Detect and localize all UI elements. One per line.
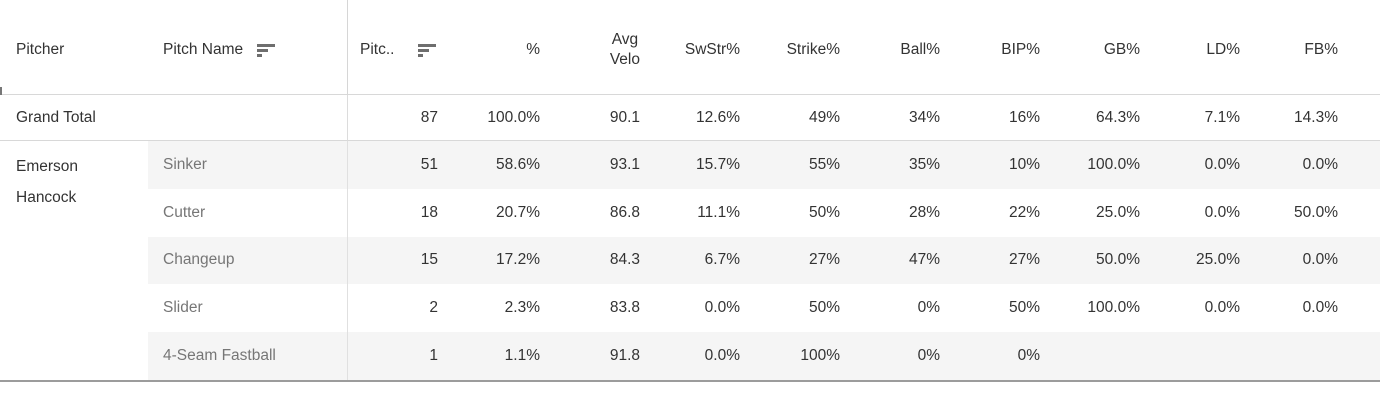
grand-total-ld[interactable]: 7.1% bbox=[1145, 95, 1245, 141]
header-label-strike: Strike% bbox=[786, 41, 840, 58]
grand-total-bip[interactable]: 16% bbox=[945, 95, 1045, 141]
cell-fb[interactable]: 50.0% bbox=[1294, 203, 1338, 221]
cell-pitches[interactable]: 1 bbox=[348, 332, 445, 380]
cell-avg-velo[interactable]: 91.8 bbox=[545, 332, 645, 380]
cell-gb[interactable]: 25.0% bbox=[1096, 203, 1140, 221]
header-cell-strike[interactable]: Strike% bbox=[745, 0, 845, 95]
cell-strike[interactable]: 50% bbox=[808, 299, 840, 317]
header-label-pitches: Pitc.. bbox=[360, 41, 395, 58]
row-header-pitch[interactable]: Changeup bbox=[148, 236, 348, 285]
cell-pitches[interactable]: 15 bbox=[348, 236, 445, 285]
cell-fb[interactable]: 0.0% bbox=[1302, 299, 1338, 317]
grand-total-strike[interactable]: 49% bbox=[745, 95, 845, 141]
cell-ld[interactable]: 0.0% bbox=[1204, 203, 1240, 221]
cell-bip[interactable]: 10% bbox=[945, 141, 1045, 189]
sort-descending-icon[interactable] bbox=[257, 43, 276, 57]
header-label-swstr: SwStr% bbox=[684, 41, 740, 58]
cell-bip[interactable]: 50% bbox=[1008, 299, 1040, 317]
cell-avg-velo[interactable]: 86.8 bbox=[609, 203, 640, 221]
row-header-pitch[interactable]: 4-Seam Fastball bbox=[148, 332, 348, 380]
header-label-ld: LD% bbox=[1206, 41, 1240, 58]
header-label-avg-velo: Avg Velo bbox=[609, 31, 640, 68]
header-label-fb: FB% bbox=[1304, 41, 1338, 58]
grand-total-swstr[interactable]: 12.6% bbox=[645, 95, 745, 141]
cell-strike[interactable]: 27% bbox=[745, 236, 845, 285]
cell-pitches[interactable]: 18 bbox=[420, 203, 438, 221]
grand-total-pct[interactable]: 100.0% bbox=[445, 95, 545, 141]
pitch-stats-table: Pitcher Pitch Name Pitc.. % Avg Velo bbox=[0, 0, 1380, 382]
cell-ball[interactable]: 28% bbox=[908, 203, 940, 221]
grand-total-gb[interactable]: 64.3% bbox=[1045, 95, 1145, 141]
cell-ball[interactable]: 35% bbox=[845, 141, 945, 189]
row-header-pitch[interactable]: Sinker bbox=[148, 141, 348, 189]
cell-swstr[interactable]: 11.1% bbox=[697, 203, 740, 221]
grand-total-pitches[interactable]: 87 bbox=[348, 95, 445, 141]
cell-fb[interactable] bbox=[1245, 332, 1380, 380]
table-grid: Pitcher Pitch Name Pitc.. % Avg Velo bbox=[0, 0, 1380, 382]
cell-pitches[interactable]: 51 bbox=[348, 141, 445, 189]
header-cell-swstr[interactable]: SwStr% bbox=[645, 0, 745, 95]
header-label-pitcher: Pitcher bbox=[16, 41, 65, 58]
cell-ld[interactable] bbox=[1145, 332, 1245, 380]
grand-total-ball[interactable]: 34% bbox=[845, 95, 945, 141]
grand-total-avg-velo[interactable]: 90.1 bbox=[545, 95, 645, 141]
cell-strike[interactable]: 100% bbox=[745, 332, 845, 380]
cell-pct[interactable]: 58.6% bbox=[445, 141, 545, 189]
cell-swstr[interactable]: 6.7% bbox=[645, 236, 745, 285]
row-header-pitch[interactable]: Cutter bbox=[148, 188, 348, 237]
cell-avg-velo[interactable]: 93.1 bbox=[545, 141, 645, 189]
cell-gb[interactable]: 100.0% bbox=[1045, 141, 1145, 189]
cell-ld[interactable]: 0.0% bbox=[1204, 299, 1240, 317]
row-header-pitch[interactable]: Slider bbox=[148, 284, 348, 333]
cell-bip[interactable]: 27% bbox=[945, 236, 1045, 285]
cell-swstr[interactable]: 0.0% bbox=[704, 299, 740, 317]
cell-ball[interactable]: 0% bbox=[917, 299, 940, 317]
cell-gb[interactable]: 50.0% bbox=[1045, 236, 1145, 285]
cell-fb[interactable]: 0.0% bbox=[1245, 236, 1380, 285]
grand-total-fb[interactable]: 14.3% bbox=[1245, 95, 1380, 141]
cell-swstr[interactable]: 15.7% bbox=[645, 141, 745, 189]
header-cell-gb[interactable]: GB% bbox=[1045, 0, 1145, 95]
cell-bip[interactable]: 22% bbox=[1008, 203, 1040, 221]
header-cell-ld[interactable]: LD% bbox=[1145, 0, 1245, 95]
header-label-pitch-name: Pitch Name bbox=[163, 41, 244, 58]
header-cell-pitch-name[interactable]: Pitch Name bbox=[148, 0, 348, 95]
cell-avg-velo[interactable]: 83.8 bbox=[609, 299, 640, 317]
cell-strike[interactable]: 55% bbox=[745, 141, 845, 189]
cell-strike[interactable]: 50% bbox=[808, 203, 840, 221]
cell-pct[interactable]: 1.1% bbox=[445, 332, 545, 380]
cell-gb[interactable] bbox=[1045, 332, 1145, 380]
header-cell-pitches[interactable]: Pitc.. bbox=[348, 0, 445, 95]
cell-ball[interactable]: 0% bbox=[845, 332, 945, 380]
cell-pct[interactable]: 20.7% bbox=[496, 203, 540, 221]
header-cell-pct[interactable]: % bbox=[445, 0, 545, 95]
header-label-gb: GB% bbox=[1103, 41, 1140, 58]
cell-ld[interactable]: 25.0% bbox=[1145, 236, 1245, 285]
cell-ld[interactable]: 0.0% bbox=[1145, 141, 1245, 189]
header-cell-bip[interactable]: BIP% bbox=[945, 0, 1045, 95]
sort-descending-icon[interactable] bbox=[418, 43, 436, 57]
cell-avg-velo[interactable]: 84.3 bbox=[545, 236, 645, 285]
cell-pitches[interactable]: 2 bbox=[429, 299, 438, 317]
header-cell-fb[interactable]: FB% bbox=[1245, 0, 1380, 95]
grand-total-label: Grand Total bbox=[16, 108, 96, 126]
grand-total-row-header[interactable]: Grand Total bbox=[0, 95, 348, 141]
header-label-pct: % bbox=[526, 41, 540, 58]
cell-gb[interactable]: 100.0% bbox=[1087, 299, 1140, 317]
cell-ball[interactable]: 47% bbox=[845, 236, 945, 285]
header-label-ball: Ball% bbox=[900, 41, 940, 58]
row-header-pitcher[interactable]: Emerson Hancock bbox=[16, 158, 79, 206]
header-cell-ball[interactable]: Ball% bbox=[845, 0, 945, 95]
cell-swstr[interactable]: 0.0% bbox=[645, 332, 745, 380]
cell-pct[interactable]: 17.2% bbox=[445, 236, 545, 285]
header-cell-pitcher[interactable]: Pitcher bbox=[0, 0, 148, 95]
row-axis-tick bbox=[0, 87, 2, 95]
cell-pct[interactable]: 2.3% bbox=[504, 299, 540, 317]
cell-fb[interactable]: 0.0% bbox=[1245, 141, 1380, 189]
header-label-bip: BIP% bbox=[1001, 41, 1040, 58]
cell-bip[interactable]: 0% bbox=[945, 332, 1045, 380]
header-cell-avg-velo[interactable]: Avg Velo bbox=[545, 0, 645, 95]
